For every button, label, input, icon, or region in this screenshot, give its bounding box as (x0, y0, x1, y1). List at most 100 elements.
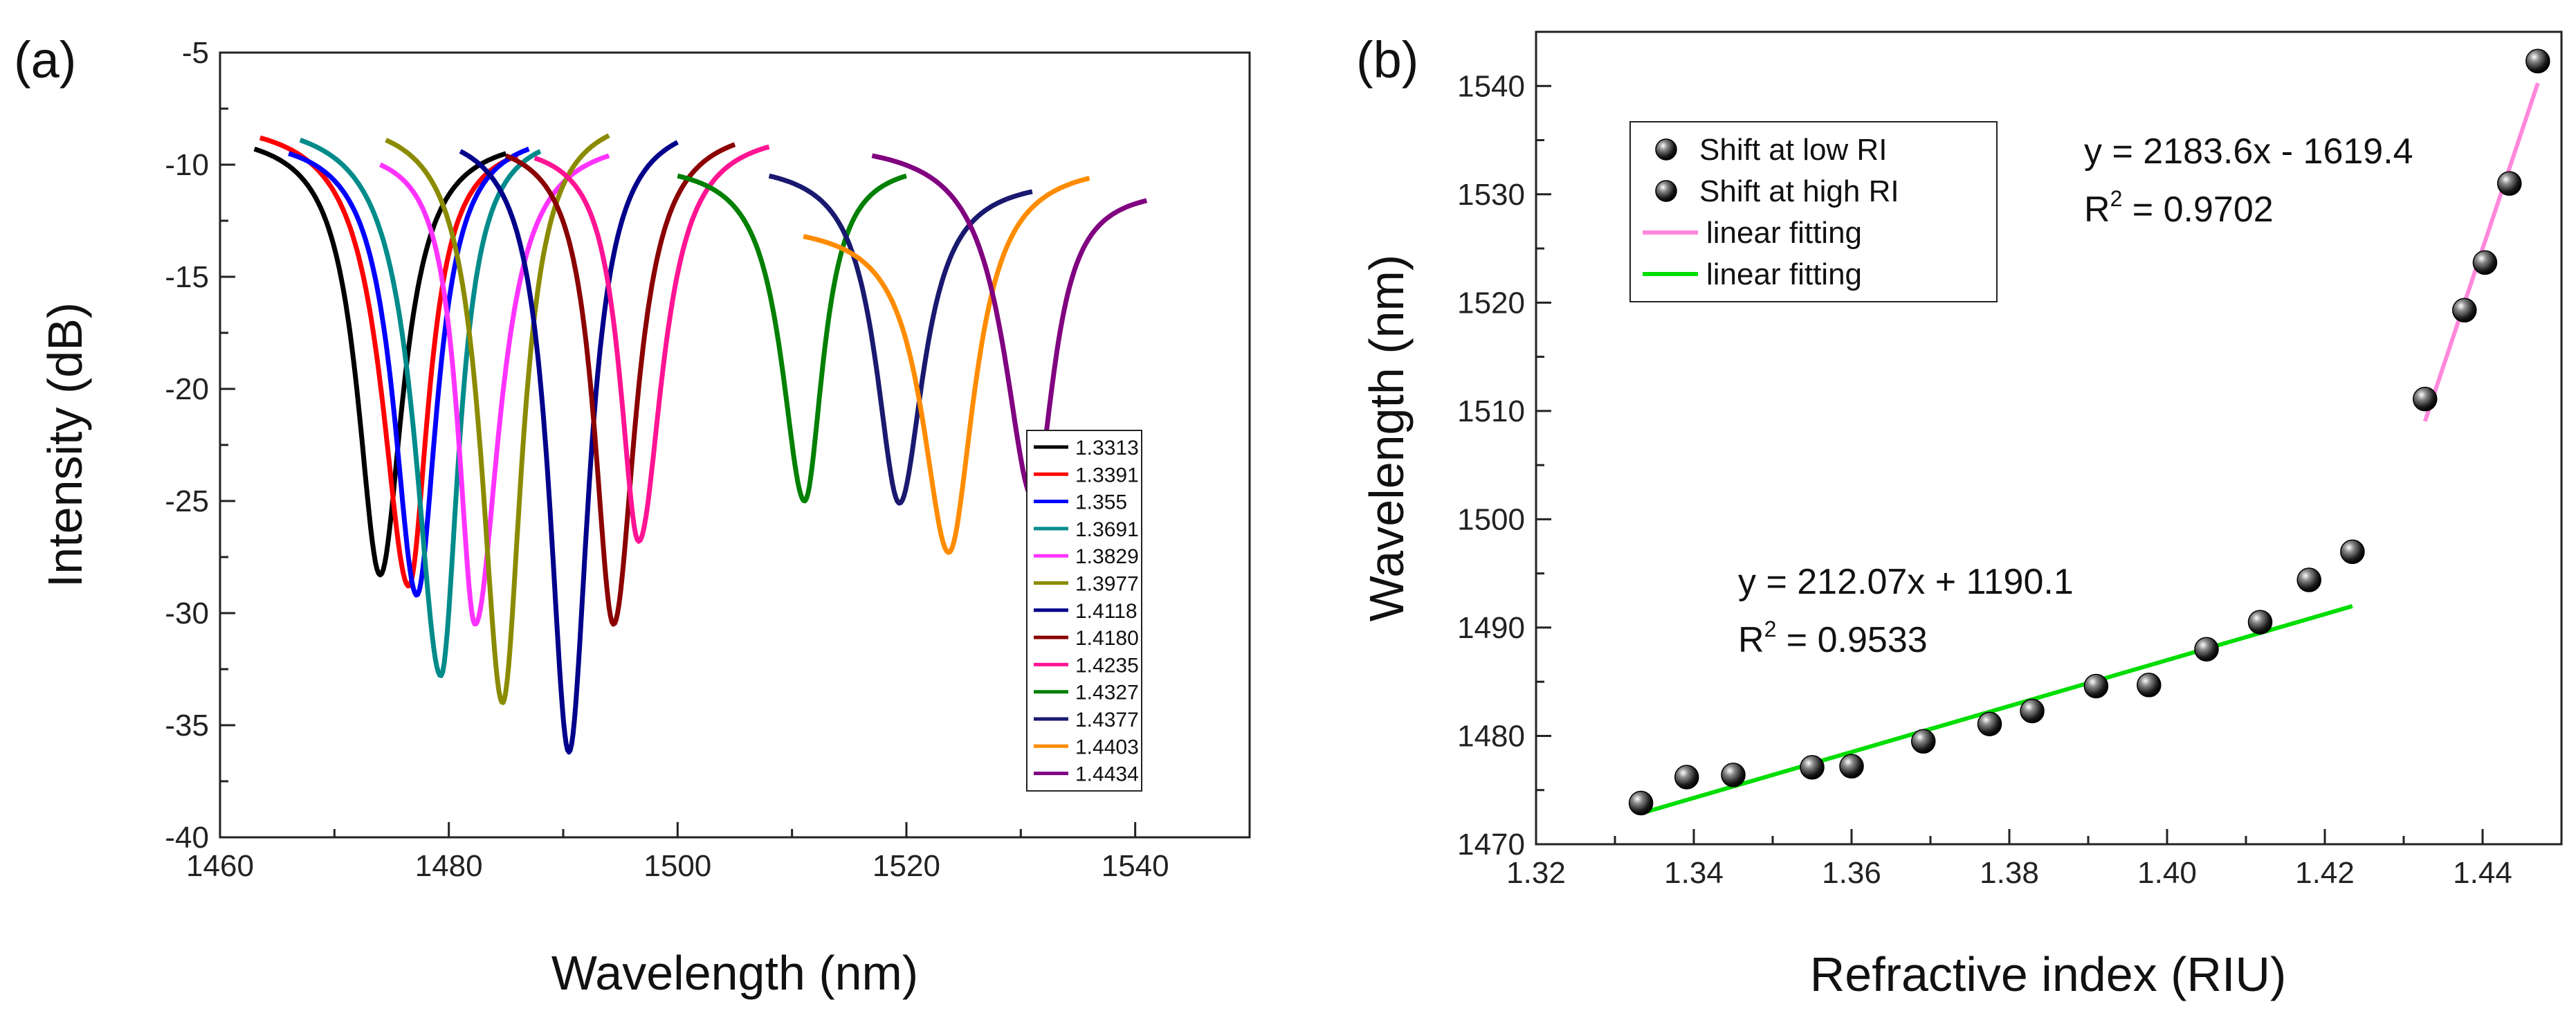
spectrum-1-4434 (871, 153, 1148, 502)
spectrum-1-3829 (379, 153, 610, 627)
y-tick-label: -10 (165, 148, 209, 182)
panel-a-y-axis-label: Intensity (dB) (38, 302, 92, 588)
legend-label: 1.4327 (1075, 682, 1139, 704)
legend-label: 1.3977 (1075, 573, 1139, 596)
data-point (2472, 250, 2498, 275)
legend-box (1629, 121, 1998, 302)
panel-b-frame (1535, 30, 2563, 846)
y-tick-label: 1520 (1457, 286, 1525, 320)
panel-a-x-axis-label: Wavelength (nm) (551, 946, 918, 1000)
y-tick-label: -15 (165, 260, 209, 294)
panel-b-label: (b) (1356, 31, 1418, 89)
legend-label: Shift at high RI (1699, 174, 1899, 208)
data-point (1839, 754, 1864, 779)
y-tick-label: 1480 (1457, 719, 1525, 753)
data-point (2083, 673, 2109, 699)
spectrum-1-4377 (768, 173, 1033, 506)
legend-label: 1.4118 (1075, 600, 1138, 623)
legend-marker (1655, 180, 1677, 202)
x-tick-label: 1480 (415, 849, 483, 883)
spectrum-1-3691 (299, 138, 542, 678)
panel-b-x-axis-label: Refractive index (RIU) (1810, 947, 2287, 1001)
high-ri-fit-equation: y = 2183.6x - 1619.4 (2084, 131, 2413, 172)
spectrum-1-3313 (253, 146, 507, 578)
panel-b-y-axis-label: Wavelength (nm) (1360, 255, 1414, 621)
panel-a-legend: 1.3313 1.3391 1.355 1.3691 1.3829 1.3977 1.411… (1026, 430, 1142, 792)
legend-label: linear fitting (1706, 257, 1862, 291)
data-point (2413, 386, 2438, 412)
legend-label: 1.4403 (1075, 736, 1139, 758)
x-tick-label: 1.38 (1980, 856, 2039, 890)
data-point (2296, 567, 2321, 592)
y-tick-label: -20 (165, 372, 209, 406)
y-tick-label: 1500 (1457, 502, 1525, 536)
legend-label: 1.4377 (1075, 709, 1139, 731)
spectrum-1-4235 (533, 144, 770, 544)
high-ri-r2-exponent: 2 (2110, 186, 2123, 211)
y-tick-label: -40 (165, 821, 209, 855)
data-point (2340, 539, 2365, 565)
legend-label: 1.3691 (1075, 518, 1139, 541)
data-point (1674, 765, 1699, 790)
legend-label: 1.355 (1075, 491, 1127, 514)
x-tick-label: 1460 (186, 849, 254, 883)
spectrum-1-4403 (803, 176, 1090, 555)
x-tick-label: 1540 (1102, 849, 1169, 883)
legend-label: 1.4180 (1075, 627, 1139, 650)
legend-label: 1.3391 (1075, 464, 1139, 486)
data-point (2020, 698, 2045, 724)
y-tick-label: -30 (165, 596, 209, 630)
x-tick-label: 1520 (873, 849, 940, 883)
panel-a: (a) 1460 1480 1500 1520 1540 -40 -35 -30 -25 -20 -… (14, 31, 1251, 1000)
legend-label: Shift at low RI (1699, 133, 1887, 167)
legend-label: 1.4235 (1075, 654, 1139, 677)
high-ri-r2-prefix: R (2084, 190, 2110, 230)
x-tick-label: 1.42 (2295, 856, 2355, 890)
panel-a-frame (219, 51, 1251, 839)
data-point (1721, 763, 1746, 787)
legend-label: 1.3829 (1075, 545, 1139, 568)
legend-marker (1655, 138, 1677, 161)
panel-b-ticks: 1.32 1.34 1.36 1.38 1.40 1.42 1.44 1470 1480 1490… (1457, 30, 2563, 890)
data-point (2525, 48, 2550, 74)
low-ri-r2-prefix: R (1738, 620, 1764, 660)
data-point (1800, 755, 1825, 780)
fit-line (1640, 604, 2353, 816)
x-tick-label: 1.44 (2453, 856, 2512, 890)
x-tick-label: 1.36 (1822, 856, 1881, 890)
data-point (2452, 298, 2477, 323)
legend-label: 1.3313 (1075, 437, 1139, 459)
spectrum-1-4180 (504, 142, 736, 627)
high-ri-r2-value: = 0.9702 (2122, 190, 2273, 230)
y-tick-label: 1470 (1457, 828, 1525, 862)
spectrum-1-4118 (459, 140, 679, 755)
data-point (1977, 711, 2002, 736)
data-point (2497, 171, 2522, 196)
y-tick-label: 1530 (1457, 178, 1525, 212)
data-point (2194, 637, 2219, 662)
x-tick-label: 1.40 (2137, 856, 2197, 890)
data-point (1910, 729, 1936, 754)
panel-b-legend: Shift at low RI Shift at high RI linear fi… (1629, 121, 1998, 302)
y-tick-label: 1510 (1457, 394, 1525, 428)
data-point (2247, 610, 2273, 635)
high-ri-fit-r2: R2 = 0.9702 (2084, 186, 2274, 230)
x-tick-label: 1500 (643, 849, 711, 883)
y-tick-label: 1540 (1457, 69, 1525, 103)
y-tick-label: 1490 (1457, 611, 1525, 645)
x-tick-label: 1.32 (1506, 856, 1566, 890)
data-point (1628, 790, 1654, 816)
y-tick-label: -25 (165, 484, 209, 518)
data-point (2137, 673, 2162, 698)
panel-b: (b) 1.32 1.34 1.36 1.38 1.40 1.42 1.44 1470 1480… (1356, 30, 2563, 1001)
low-ri-r2-value: = 0.9533 (1776, 620, 1927, 660)
legend-label: linear fitting (1706, 216, 1862, 250)
y-tick-label: -5 (182, 36, 209, 70)
x-tick-label: 1.34 (1664, 856, 1724, 890)
low-ri-fit-equation: y = 212.07x + 1190.1 (1738, 562, 2074, 602)
low-ri-fit-r2: R2 = 0.9533 (1738, 617, 1928, 660)
panel-a-label: (a) (14, 31, 76, 89)
legend-label: 1.4434 (1075, 763, 1139, 786)
panel-a-curves (253, 133, 1148, 755)
